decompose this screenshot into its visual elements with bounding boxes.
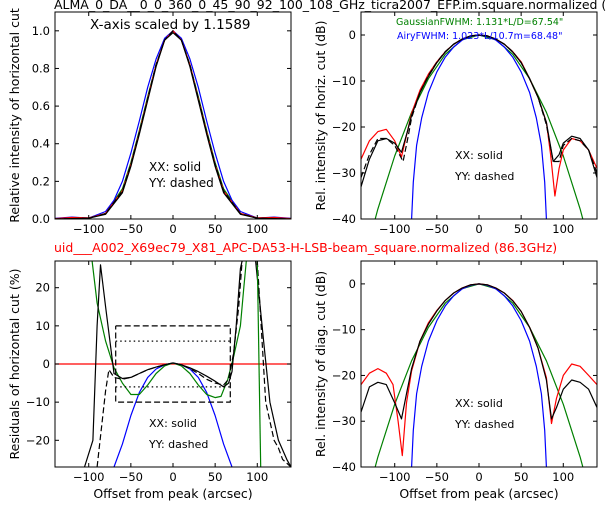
series-line-4 <box>96 261 243 467</box>
x-tick-label: 50 <box>514 222 529 236</box>
series-group <box>361 34 597 219</box>
y-tick-label: 10 <box>35 319 50 333</box>
series-line-5 <box>256 261 291 467</box>
y-axis-label: Rel. intensity of diag. cut (dB) <box>313 271 328 457</box>
y-tick-label: 20 <box>35 281 50 295</box>
y-tick-label: 0 <box>349 28 356 42</box>
y-tick-label: −40 <box>332 212 356 226</box>
legend-entry: XX: solid <box>149 160 201 174</box>
legend-entry: XX: solid <box>149 417 197 430</box>
x-tick-label: −50 <box>425 222 449 236</box>
series-line-3 <box>55 32 291 219</box>
x-tick-label: −50 <box>119 470 143 484</box>
y-tick-label: −30 <box>332 414 356 428</box>
series-line-1 <box>113 362 233 467</box>
plot-frame <box>360 11 598 220</box>
legend-entry: YY: dashed <box>454 418 514 431</box>
legend-entry: YY: dashed <box>148 176 214 190</box>
x-tick-label: 100 <box>552 222 574 236</box>
top-title: ALMA_0_DA__0_0_360_0_45_90_92_100_108_GH… <box>54 0 606 12</box>
x-tick-label: 100 <box>246 470 268 484</box>
fwhm-annotation: GaussianFWHM: 1.131*L/D=67.54" <box>396 17 563 28</box>
x-tick-label: −100 <box>379 470 411 484</box>
x-tick-label: −50 <box>119 222 143 236</box>
series-group <box>55 30 291 219</box>
x-tick-label: 100 <box>552 470 574 484</box>
x-tick-label: 50 <box>208 470 223 484</box>
x-tick-label: 50 <box>208 222 223 236</box>
plot-frame <box>360 260 598 468</box>
panel-tl: −100 −50 0 50 100 0.0 0.2 0.4 0.6 0.8 1.0 Relative … <box>7 8 292 236</box>
y-tick-label: 0.6 <box>32 99 50 113</box>
y-tick-label: −30 <box>332 166 356 180</box>
x-tick-label: −50 <box>425 470 449 484</box>
x-tick-label: 0 <box>475 222 482 236</box>
x-tick-label: −100 <box>379 222 411 236</box>
y-axis-label: Rel. intensity of horiz. cut (dB) <box>313 20 328 210</box>
y-tick-label: −40 <box>332 460 356 474</box>
y-axis-label: Residuals of horizontal cut (%) <box>7 269 22 460</box>
y-tick-label: −10 <box>332 323 356 337</box>
x-tick-label: 0 <box>169 222 176 236</box>
series-line-6 <box>255 261 291 467</box>
series-line-1 <box>411 283 547 467</box>
x-tick-label: 50 <box>514 470 529 484</box>
y-tick-label: −20 <box>332 368 356 382</box>
y-tick-label: 1.0 <box>32 24 50 38</box>
legend-entry: XX: solid <box>455 149 503 162</box>
y-tick-label: −20 <box>332 120 356 134</box>
series-line-1 <box>411 34 547 219</box>
legend-entry: YY: dashed <box>454 170 514 183</box>
y-tick-label: 0 <box>43 357 50 371</box>
y-axis-label: Relative intensity of horizontal cut <box>7 8 22 223</box>
y-tick-label: −10 <box>332 74 356 88</box>
y-tick-label: 0.8 <box>32 61 50 75</box>
x-tick-label: −100 <box>73 470 105 484</box>
panel-tr: −100 −50 0 50 100 0 −10 −20 −30 −40 Rel. intensity… <box>313 11 598 236</box>
x-axis-label: Offset from peak (arcsec) <box>399 486 558 501</box>
x-tick-label: 0 <box>475 470 482 484</box>
series-line-3 <box>361 283 597 420</box>
fwhm-annotation: AiryFWHM: 1.023*L/10.7m=68.48" <box>397 31 562 42</box>
x-axis-label: Offset from peak (arcsec) <box>93 486 252 501</box>
legend-entry: XX: solid <box>455 397 503 410</box>
series-line-8 <box>115 325 231 403</box>
series-group <box>55 261 291 467</box>
series-line-1 <box>55 30 291 219</box>
middle-title: uid___A002_X69ec79_X81_APC-DA53-H-LSB-be… <box>54 240 557 255</box>
scale-annotation: X-axis scaled by 1.1589 <box>90 17 251 33</box>
y-tick-label: 0.2 <box>32 174 50 188</box>
series-line-3 <box>361 34 597 187</box>
y-tick-label: −10 <box>26 395 50 409</box>
y-tick-label: 0 <box>349 277 356 291</box>
y-tick-label: 0.4 <box>32 137 50 151</box>
y-tick-label: −20 <box>26 433 50 447</box>
series-group <box>361 283 597 467</box>
series-line-4 <box>55 30 291 219</box>
y-tick-label: 0.0 <box>32 212 50 226</box>
x-tick-label: 100 <box>246 222 268 236</box>
x-tick-label: 0 <box>169 470 176 484</box>
x-tick-label: −100 <box>73 222 105 236</box>
series-line-0 <box>55 30 291 219</box>
series-line-2 <box>55 30 291 219</box>
series-line-4 <box>361 34 597 178</box>
series-line-7 <box>256 261 262 467</box>
legend-entry: YY: dashed <box>148 438 208 451</box>
panel-br: −100 −50 0 50 100 0 −10 −20 −30 −40 Rel. intensity… <box>313 260 598 501</box>
